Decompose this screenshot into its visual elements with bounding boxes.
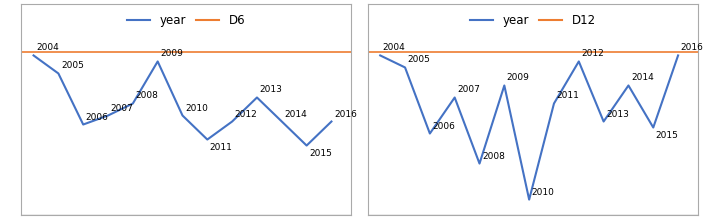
Text: 2007: 2007 <box>111 104 133 113</box>
Text: 2010: 2010 <box>185 104 208 113</box>
Text: 2009: 2009 <box>160 49 183 58</box>
Text: 2014: 2014 <box>284 110 307 118</box>
Text: 2011: 2011 <box>556 92 580 101</box>
Text: 2007: 2007 <box>457 85 480 94</box>
Text: 2006: 2006 <box>432 122 455 131</box>
Text: 2013: 2013 <box>259 85 282 94</box>
Text: 2005: 2005 <box>61 62 84 71</box>
Text: 2004: 2004 <box>36 43 59 52</box>
Text: 2013: 2013 <box>606 110 629 118</box>
Text: 2008: 2008 <box>482 152 505 161</box>
Text: 2012: 2012 <box>235 110 257 118</box>
Text: 2016: 2016 <box>680 43 704 52</box>
Text: 2015: 2015 <box>309 148 332 157</box>
Text: 2015: 2015 <box>656 131 679 140</box>
Text: 2012: 2012 <box>582 49 604 58</box>
Legend: year, D6: year, D6 <box>123 10 249 30</box>
Text: 2016: 2016 <box>334 110 357 118</box>
Text: 2008: 2008 <box>135 92 158 101</box>
Text: 2005: 2005 <box>407 55 430 64</box>
Text: 2011: 2011 <box>210 143 233 152</box>
Legend: year, D12: year, D12 <box>466 10 599 30</box>
Text: 2004: 2004 <box>383 43 405 52</box>
Text: 2010: 2010 <box>532 188 555 197</box>
Text: 2014: 2014 <box>631 73 654 83</box>
Text: 2006: 2006 <box>86 113 109 122</box>
Text: 2009: 2009 <box>507 73 529 83</box>
